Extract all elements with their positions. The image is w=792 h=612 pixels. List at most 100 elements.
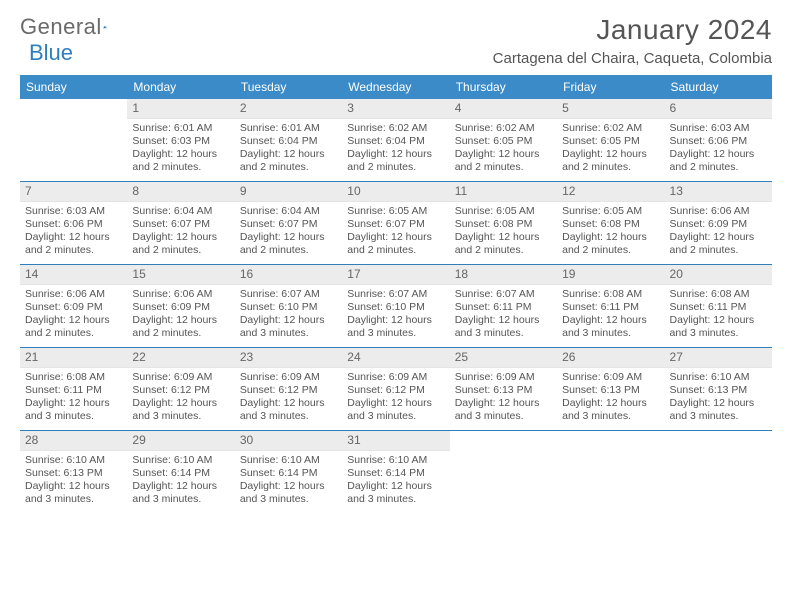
day-content: Sunrise: 6:07 AMSunset: 6:10 PMDaylight:… xyxy=(235,285,342,346)
calendar-day: 9Sunrise: 6:04 AMSunset: 6:07 PMDaylight… xyxy=(235,182,342,264)
day-number: 26 xyxy=(557,348,664,368)
sunrise-text: Sunrise: 6:06 AM xyxy=(25,288,122,301)
sunset-text: Sunset: 6:14 PM xyxy=(132,467,229,480)
calendar: Sunday Monday Tuesday Wednesday Thursday… xyxy=(20,75,772,513)
calendar-day xyxy=(20,99,127,181)
month-title: January 2024 xyxy=(493,14,772,46)
sunrise-text: Sunrise: 6:09 AM xyxy=(562,371,659,384)
sunrise-text: Sunrise: 6:09 AM xyxy=(132,371,229,384)
day-number: 29 xyxy=(127,431,234,451)
sunrise-text: Sunrise: 6:09 AM xyxy=(455,371,552,384)
sunset-text: Sunset: 6:06 PM xyxy=(25,218,122,231)
daylight-text: Daylight: 12 hours and 2 minutes. xyxy=(25,314,122,340)
location: Cartagena del Chaira, Caqueta, Colombia xyxy=(493,50,772,67)
weekday-header: Tuesday xyxy=(235,75,342,99)
day-number xyxy=(665,431,772,450)
sunrise-text: Sunrise: 6:07 AM xyxy=(347,288,444,301)
sunrise-text: Sunrise: 6:09 AM xyxy=(347,371,444,384)
sunrise-text: Sunrise: 6:10 AM xyxy=(240,454,337,467)
calendar-day: 23Sunrise: 6:09 AMSunset: 6:12 PMDayligh… xyxy=(235,348,342,430)
day-number: 15 xyxy=(127,265,234,285)
calendar-day: 2Sunrise: 6:01 AMSunset: 6:04 PMDaylight… xyxy=(235,99,342,181)
day-content: Sunrise: 6:09 AMSunset: 6:12 PMDaylight:… xyxy=(235,368,342,429)
sunrise-text: Sunrise: 6:04 AM xyxy=(240,205,337,218)
calendar-day: 26Sunrise: 6:09 AMSunset: 6:13 PMDayligh… xyxy=(557,348,664,430)
day-content: Sunrise: 6:10 AMSunset: 6:14 PMDaylight:… xyxy=(235,451,342,512)
sunrise-text: Sunrise: 6:06 AM xyxy=(670,205,767,218)
daylight-text: Daylight: 12 hours and 2 minutes. xyxy=(132,148,229,174)
calendar-day: 5Sunrise: 6:02 AMSunset: 6:05 PMDaylight… xyxy=(557,99,664,181)
calendar-day: 10Sunrise: 6:05 AMSunset: 6:07 PMDayligh… xyxy=(342,182,449,264)
sunset-text: Sunset: 6:07 PM xyxy=(240,218,337,231)
day-number xyxy=(20,99,127,118)
sunrise-text: Sunrise: 6:02 AM xyxy=(455,122,552,135)
sunset-text: Sunset: 6:05 PM xyxy=(455,135,552,148)
sunrise-text: Sunrise: 6:07 AM xyxy=(240,288,337,301)
day-number: 20 xyxy=(665,265,772,285)
sunset-text: Sunset: 6:04 PM xyxy=(347,135,444,148)
day-content: Sunrise: 6:03 AMSunset: 6:06 PMDaylight:… xyxy=(665,119,772,180)
calendar-day: 11Sunrise: 6:05 AMSunset: 6:08 PMDayligh… xyxy=(450,182,557,264)
sunset-text: Sunset: 6:09 PM xyxy=(25,301,122,314)
logo-text-general: General xyxy=(20,14,102,40)
daylight-text: Daylight: 12 hours and 3 minutes. xyxy=(240,314,337,340)
sunrise-text: Sunrise: 6:10 AM xyxy=(25,454,122,467)
calendar-day: 24Sunrise: 6:09 AMSunset: 6:12 PMDayligh… xyxy=(342,348,449,430)
sunset-text: Sunset: 6:13 PM xyxy=(455,384,552,397)
calendar-body: 1Sunrise: 6:01 AMSunset: 6:03 PMDaylight… xyxy=(20,99,772,513)
day-content: Sunrise: 6:02 AMSunset: 6:04 PMDaylight:… xyxy=(342,119,449,180)
sunset-text: Sunset: 6:10 PM xyxy=(347,301,444,314)
day-content: Sunrise: 6:09 AMSunset: 6:13 PMDaylight:… xyxy=(557,368,664,429)
weekday-header: Friday xyxy=(557,75,664,99)
calendar-day: 8Sunrise: 6:04 AMSunset: 6:07 PMDaylight… xyxy=(127,182,234,264)
daylight-text: Daylight: 12 hours and 3 minutes. xyxy=(240,480,337,506)
day-content: Sunrise: 6:06 AMSunset: 6:09 PMDaylight:… xyxy=(665,202,772,263)
day-content: Sunrise: 6:01 AMSunset: 6:03 PMDaylight:… xyxy=(127,119,234,180)
day-content: Sunrise: 6:09 AMSunset: 6:13 PMDaylight:… xyxy=(450,368,557,429)
sunrise-text: Sunrise: 6:10 AM xyxy=(347,454,444,467)
sunrise-text: Sunrise: 6:10 AM xyxy=(132,454,229,467)
day-number: 28 xyxy=(20,431,127,451)
calendar-day: 31Sunrise: 6:10 AMSunset: 6:14 PMDayligh… xyxy=(342,431,449,513)
calendar-day xyxy=(665,431,772,513)
day-content: Sunrise: 6:04 AMSunset: 6:07 PMDaylight:… xyxy=(127,202,234,263)
day-number: 22 xyxy=(127,348,234,368)
day-number: 21 xyxy=(20,348,127,368)
calendar-week: 1Sunrise: 6:01 AMSunset: 6:03 PMDaylight… xyxy=(20,99,772,182)
sunset-text: Sunset: 6:12 PM xyxy=(347,384,444,397)
day-number: 9 xyxy=(235,182,342,202)
daylight-text: Daylight: 12 hours and 2 minutes. xyxy=(347,231,444,257)
day-content: Sunrise: 6:08 AMSunset: 6:11 PMDaylight:… xyxy=(557,285,664,346)
sunset-text: Sunset: 6:12 PM xyxy=(132,384,229,397)
daylight-text: Daylight: 12 hours and 2 minutes. xyxy=(455,231,552,257)
daylight-text: Daylight: 12 hours and 2 minutes. xyxy=(25,231,122,257)
weekday-header: Monday xyxy=(127,75,234,99)
day-number: 3 xyxy=(342,99,449,119)
calendar-day: 21Sunrise: 6:08 AMSunset: 6:11 PMDayligh… xyxy=(20,348,127,430)
calendar-day xyxy=(450,431,557,513)
sunrise-text: Sunrise: 6:09 AM xyxy=(240,371,337,384)
sunset-text: Sunset: 6:11 PM xyxy=(562,301,659,314)
title-block: January 2024 Cartagena del Chaira, Caque… xyxy=(493,14,772,67)
daylight-text: Daylight: 12 hours and 2 minutes. xyxy=(455,148,552,174)
day-number: 27 xyxy=(665,348,772,368)
daylight-text: Daylight: 12 hours and 2 minutes. xyxy=(670,148,767,174)
daylight-text: Daylight: 12 hours and 3 minutes. xyxy=(347,480,444,506)
day-number: 25 xyxy=(450,348,557,368)
day-number: 1 xyxy=(127,99,234,119)
calendar-week: 7Sunrise: 6:03 AMSunset: 6:06 PMDaylight… xyxy=(20,182,772,265)
weekday-header: Saturday xyxy=(665,75,772,99)
day-content: Sunrise: 6:10 AMSunset: 6:13 PMDaylight:… xyxy=(20,451,127,512)
calendar-week: 21Sunrise: 6:08 AMSunset: 6:11 PMDayligh… xyxy=(20,348,772,431)
sunrise-text: Sunrise: 6:05 AM xyxy=(455,205,552,218)
day-number: 8 xyxy=(127,182,234,202)
sunset-text: Sunset: 6:04 PM xyxy=(240,135,337,148)
day-number: 13 xyxy=(665,182,772,202)
calendar-week: 14Sunrise: 6:06 AMSunset: 6:09 PMDayligh… xyxy=(20,265,772,348)
daylight-text: Daylight: 12 hours and 3 minutes. xyxy=(670,314,767,340)
logo-text-blue: Blue xyxy=(29,40,73,66)
sunset-text: Sunset: 6:05 PM xyxy=(562,135,659,148)
day-content: Sunrise: 6:09 AMSunset: 6:12 PMDaylight:… xyxy=(127,368,234,429)
calendar-day: 27Sunrise: 6:10 AMSunset: 6:13 PMDayligh… xyxy=(665,348,772,430)
sunset-text: Sunset: 6:06 PM xyxy=(670,135,767,148)
